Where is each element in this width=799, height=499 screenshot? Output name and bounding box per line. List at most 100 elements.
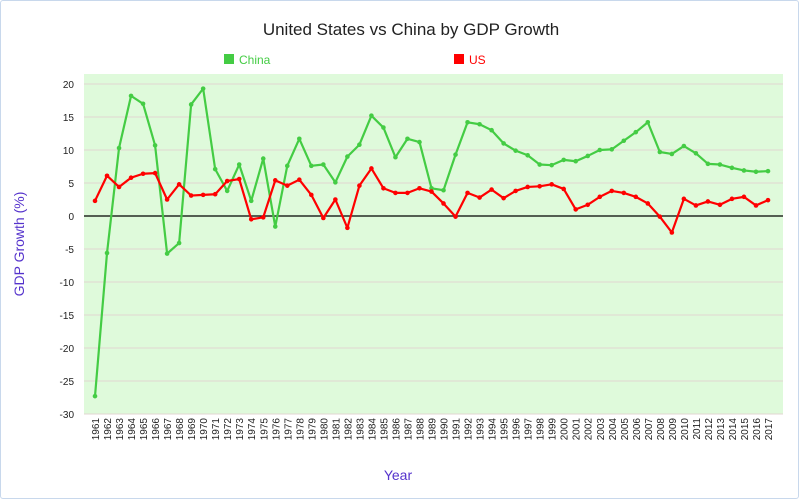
chart-title: United States vs China by GDP Growth — [263, 20, 559, 39]
data-point — [272, 224, 278, 229]
x-tick-label: 1973 — [235, 418, 246, 441]
x-tick-label: 2008 — [656, 418, 667, 441]
data-point — [621, 138, 627, 144]
x-tick-label: 1981 — [331, 418, 342, 441]
y-tick-label: 20 — [63, 80, 75, 91]
legend-swatch — [224, 54, 234, 64]
series-china — [92, 86, 771, 399]
data-point — [164, 197, 170, 202]
data-point — [465, 119, 470, 125]
data-point — [104, 250, 110, 256]
data-point — [248, 198, 254, 204]
data-point — [525, 184, 530, 190]
data-point — [501, 195, 506, 201]
data-point — [309, 163, 314, 169]
data-point — [633, 129, 639, 135]
x-tick-label: 1980 — [319, 418, 330, 441]
x-tick-label: 1991 — [452, 418, 463, 441]
data-point — [729, 196, 735, 202]
x-tick-label: 1976 — [271, 418, 282, 441]
data-point — [188, 193, 194, 198]
y-tick-label: 0 — [68, 212, 74, 223]
data-point — [152, 143, 158, 148]
x-tick-label: 2015 — [740, 418, 751, 441]
x-tick-label: 1993 — [476, 418, 487, 441]
data-point — [441, 187, 446, 193]
data-point — [236, 162, 242, 167]
data-point — [729, 165, 735, 171]
data-point — [765, 197, 771, 203]
data-point — [585, 202, 591, 208]
x-tick-labels: 1961 1962 1963 1964 1965 1966 1967 1968 1969 1970… — [91, 418, 775, 441]
data-point — [585, 153, 591, 159]
legend-swatch — [454, 54, 464, 64]
x-tick-label: 2000 — [560, 418, 571, 441]
data-point — [417, 139, 422, 145]
x-tick-label: 1995 — [500, 418, 511, 441]
data-point — [489, 127, 494, 133]
data-point — [681, 143, 687, 149]
data-point — [513, 188, 518, 194]
x-tick-label: 1966 — [151, 418, 162, 441]
data-point — [405, 136, 410, 142]
data-point — [212, 166, 218, 172]
data-point — [705, 161, 711, 167]
data-point — [260, 215, 266, 220]
y-tick-labels: 20 15 10 5 0 -5 -10 -15 -20 -25 -30 — [60, 80, 75, 421]
data-point — [164, 251, 170, 256]
data-point — [297, 136, 302, 142]
data-point — [369, 166, 374, 171]
data-point — [128, 93, 134, 99]
x-tick-label: 1983 — [355, 418, 366, 441]
legend: China US — [224, 53, 486, 67]
data-point — [393, 190, 398, 196]
data-point — [609, 188, 615, 194]
data-point — [573, 158, 579, 164]
data-point — [501, 141, 506, 146]
x-tick-label: 1988 — [415, 418, 426, 441]
data-point — [561, 186, 566, 192]
data-point — [693, 151, 699, 156]
x-tick-label: 2003 — [596, 418, 607, 441]
data-point — [128, 175, 134, 181]
x-tick-label: 1999 — [548, 418, 559, 441]
legend-label: China — [239, 53, 271, 67]
data-point — [297, 177, 302, 182]
data-point — [212, 191, 218, 197]
data-point — [333, 197, 338, 202]
x-tick-label: 1984 — [367, 418, 378, 441]
y-axis-label: GDP Growth (%) — [11, 192, 27, 297]
data-point — [453, 152, 458, 157]
y-tick-label: 10 — [63, 146, 75, 157]
data-point — [717, 202, 723, 208]
data-point — [176, 182, 182, 187]
x-tick-label: 1997 — [524, 418, 535, 441]
x-tick-label: 1963 — [115, 418, 126, 441]
data-point — [140, 171, 146, 177]
data-point — [537, 184, 542, 189]
data-point — [357, 142, 362, 148]
data-point — [561, 157, 566, 163]
legend-label: US — [469, 53, 486, 67]
y-tick-label: -25 — [60, 377, 75, 388]
x-tick-label: 2014 — [728, 418, 739, 441]
data-point — [188, 102, 194, 107]
data-point — [369, 113, 374, 118]
data-point — [321, 215, 326, 221]
x-tick-label: 2002 — [584, 418, 595, 441]
x-axis-label: Year — [384, 467, 413, 483]
data-point — [633, 194, 639, 200]
x-tick-label: 1969 — [187, 418, 198, 441]
data-point — [248, 217, 254, 222]
data-point — [116, 184, 122, 190]
data-point — [284, 163, 290, 169]
data-point — [116, 145, 122, 151]
x-tick-label: 1992 — [464, 418, 475, 441]
data-point — [753, 169, 759, 175]
x-tick-label: 1964 — [127, 418, 138, 441]
data-point — [465, 190, 470, 196]
data-point — [597, 147, 603, 153]
data-point — [429, 185, 434, 191]
data-point — [224, 178, 230, 184]
